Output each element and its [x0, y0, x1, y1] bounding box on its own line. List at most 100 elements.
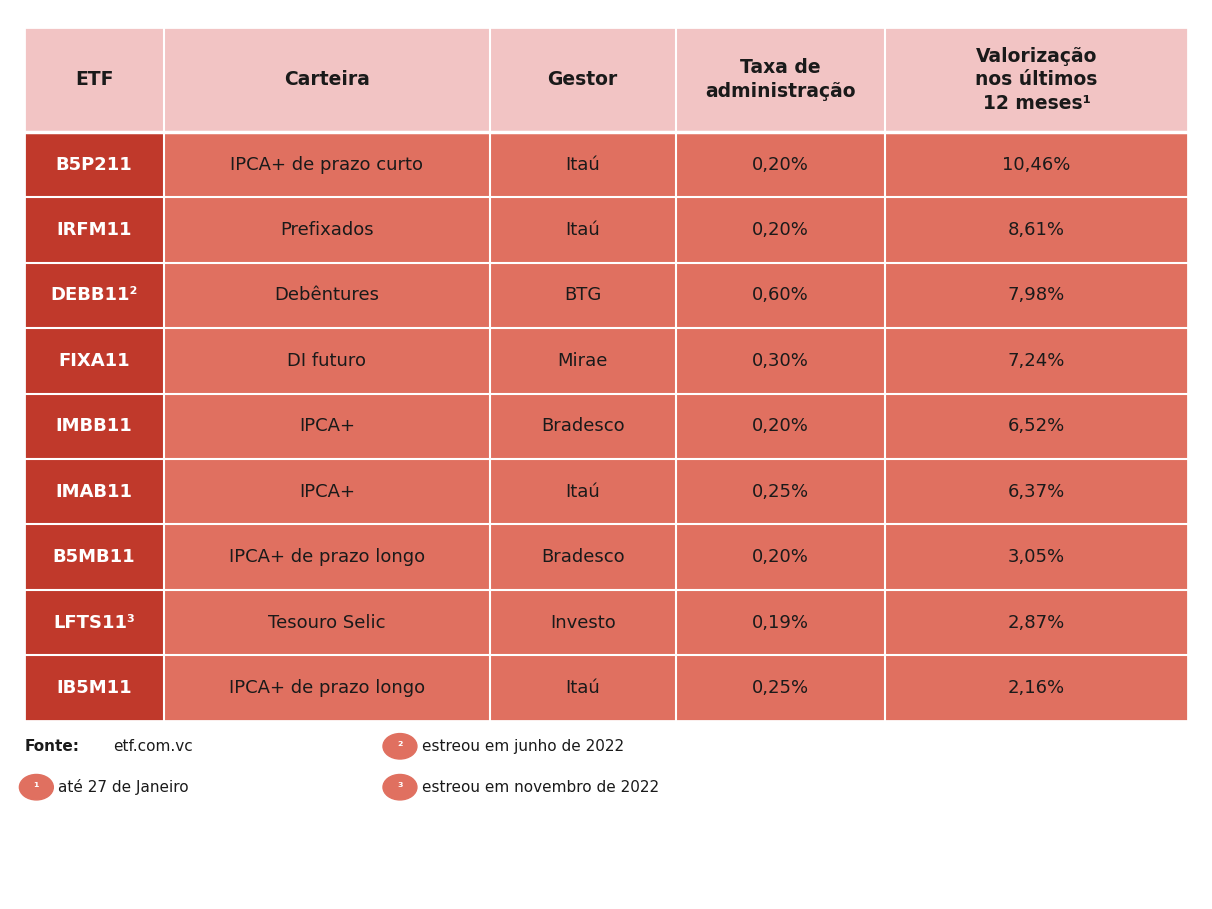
FancyBboxPatch shape	[676, 132, 885, 197]
Text: 2,87%: 2,87%	[1008, 614, 1065, 632]
FancyBboxPatch shape	[164, 590, 490, 655]
FancyBboxPatch shape	[885, 590, 1188, 655]
FancyBboxPatch shape	[885, 328, 1188, 394]
Text: 0,60%: 0,60%	[753, 286, 808, 305]
Text: 0,20%: 0,20%	[753, 417, 808, 435]
FancyBboxPatch shape	[490, 27, 676, 132]
Text: Bradesco: Bradesco	[541, 548, 624, 566]
FancyBboxPatch shape	[490, 132, 676, 197]
FancyBboxPatch shape	[490, 590, 676, 655]
FancyBboxPatch shape	[164, 328, 490, 394]
Text: IB5M11: IB5M11	[56, 679, 132, 697]
Text: etf.com.vc: etf.com.vc	[113, 739, 193, 754]
Text: 0,20%: 0,20%	[753, 221, 808, 239]
Text: Investo: Investo	[550, 614, 616, 632]
Text: IPCA+ de prazo curto: IPCA+ de prazo curto	[230, 155, 423, 174]
Text: Prefixados: Prefixados	[280, 221, 373, 239]
Text: IRFM11: IRFM11	[56, 221, 132, 239]
Text: Valorização
nos últimos
12 meses¹: Valorização nos últimos 12 meses¹	[976, 46, 1098, 113]
FancyBboxPatch shape	[885, 132, 1188, 197]
FancyBboxPatch shape	[676, 328, 885, 394]
Text: Itaú: Itaú	[565, 483, 600, 501]
Text: Tesouro Selic: Tesouro Selic	[268, 614, 385, 632]
Text: IPCA+ de prazo longo: IPCA+ de prazo longo	[229, 548, 425, 566]
Text: 2,16%: 2,16%	[1008, 679, 1065, 697]
FancyBboxPatch shape	[885, 27, 1188, 132]
Text: 0,19%: 0,19%	[751, 614, 810, 632]
Text: 8,61%: 8,61%	[1008, 221, 1065, 239]
Text: IMAB11: IMAB11	[56, 483, 132, 501]
Text: 0,20%: 0,20%	[753, 155, 808, 174]
Text: BTG: BTG	[564, 286, 601, 305]
FancyBboxPatch shape	[164, 132, 490, 197]
FancyBboxPatch shape	[24, 197, 164, 263]
Text: ²: ²	[398, 740, 402, 753]
Text: IMBB11: IMBB11	[56, 417, 132, 435]
FancyBboxPatch shape	[24, 655, 164, 721]
FancyBboxPatch shape	[490, 459, 676, 524]
Text: 0,25%: 0,25%	[751, 679, 810, 697]
Text: Taxa de
administração: Taxa de administração	[705, 58, 856, 101]
FancyBboxPatch shape	[164, 459, 490, 524]
FancyBboxPatch shape	[24, 27, 164, 132]
FancyBboxPatch shape	[885, 263, 1188, 328]
FancyBboxPatch shape	[885, 394, 1188, 459]
FancyBboxPatch shape	[885, 655, 1188, 721]
Text: 0,30%: 0,30%	[753, 352, 808, 370]
Text: IPCA+ de prazo longo: IPCA+ de prazo longo	[229, 679, 425, 697]
FancyBboxPatch shape	[676, 524, 885, 590]
Circle shape	[383, 734, 417, 759]
FancyBboxPatch shape	[24, 459, 164, 524]
FancyBboxPatch shape	[24, 263, 164, 328]
FancyBboxPatch shape	[164, 394, 490, 459]
Text: 3,05%: 3,05%	[1008, 548, 1065, 566]
Text: 7,98%: 7,98%	[1008, 286, 1065, 305]
Circle shape	[383, 774, 417, 800]
FancyBboxPatch shape	[24, 132, 164, 197]
FancyBboxPatch shape	[164, 524, 490, 590]
Text: 0,25%: 0,25%	[751, 483, 810, 501]
FancyBboxPatch shape	[490, 524, 676, 590]
FancyBboxPatch shape	[490, 328, 676, 394]
Text: Itaú: Itaú	[565, 221, 600, 239]
FancyBboxPatch shape	[164, 197, 490, 263]
Text: B5P211: B5P211	[56, 155, 132, 174]
FancyBboxPatch shape	[24, 394, 164, 459]
Text: Gestor: Gestor	[548, 70, 618, 89]
FancyBboxPatch shape	[676, 655, 885, 721]
Text: B5MB11: B5MB11	[53, 548, 136, 566]
FancyBboxPatch shape	[676, 263, 885, 328]
FancyBboxPatch shape	[490, 394, 676, 459]
Text: LFTS11³: LFTS11³	[53, 614, 135, 632]
Circle shape	[19, 774, 53, 800]
FancyBboxPatch shape	[885, 459, 1188, 524]
Text: Carteira: Carteira	[284, 70, 370, 89]
Text: DEBB11²: DEBB11²	[51, 286, 138, 305]
FancyBboxPatch shape	[164, 655, 490, 721]
Text: Itaú: Itaú	[565, 679, 600, 697]
Text: DI futuro: DI futuro	[287, 352, 366, 370]
Text: 0,20%: 0,20%	[753, 548, 808, 566]
Text: IPCA+: IPCA+	[298, 417, 355, 435]
Text: 6,37%: 6,37%	[1008, 483, 1065, 501]
Text: Bradesco: Bradesco	[541, 417, 624, 435]
Text: 10,46%: 10,46%	[1002, 155, 1070, 174]
FancyBboxPatch shape	[676, 197, 885, 263]
Text: Debêntures: Debêntures	[274, 286, 379, 305]
FancyBboxPatch shape	[676, 394, 885, 459]
FancyBboxPatch shape	[164, 27, 490, 132]
FancyBboxPatch shape	[24, 328, 164, 394]
FancyBboxPatch shape	[164, 263, 490, 328]
Text: estreou em novembro de 2022: estreou em novembro de 2022	[422, 780, 659, 794]
Text: IPCA+: IPCA+	[298, 483, 355, 501]
Text: estreou em junho de 2022: estreou em junho de 2022	[422, 739, 624, 754]
Text: ³: ³	[398, 781, 402, 794]
FancyBboxPatch shape	[490, 655, 676, 721]
Text: Itaú: Itaú	[565, 155, 600, 174]
FancyBboxPatch shape	[24, 524, 164, 590]
FancyBboxPatch shape	[885, 524, 1188, 590]
Text: 7,24%: 7,24%	[1008, 352, 1065, 370]
FancyBboxPatch shape	[490, 197, 676, 263]
FancyBboxPatch shape	[676, 590, 885, 655]
Text: Fonte:: Fonte:	[24, 739, 79, 754]
